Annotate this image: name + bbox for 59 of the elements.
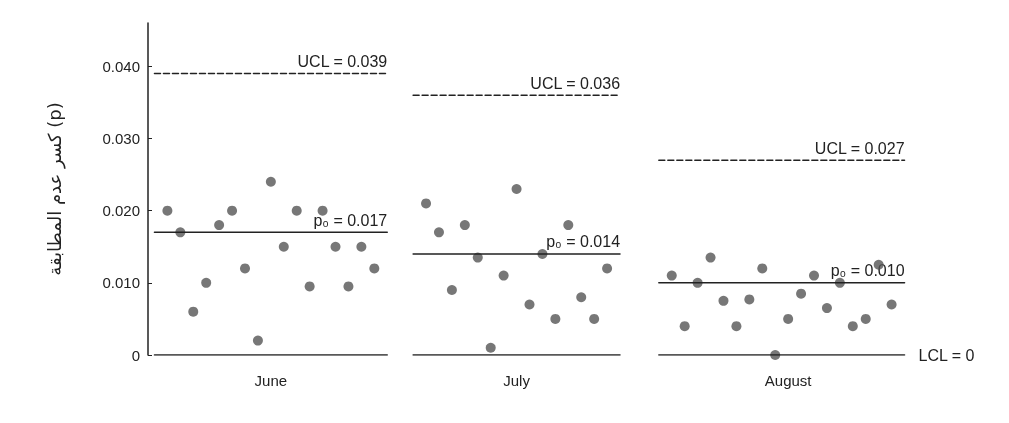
point — [252, 335, 263, 346]
annotation: UCL = 0.036 — [530, 74, 621, 92]
point — [589, 313, 600, 324]
point — [317, 205, 328, 216]
point — [162, 205, 173, 216]
point — [809, 270, 820, 281]
x-tick-label: June — [254, 372, 288, 389]
point — [679, 321, 690, 332]
y-tick-label: 0.040 — [102, 57, 140, 75]
x-tick-label: August — [764, 372, 813, 389]
point — [227, 205, 238, 216]
point — [550, 313, 561, 324]
point — [188, 306, 199, 317]
point — [576, 292, 587, 303]
point — [860, 313, 871, 324]
annotation: UCL = 0.027 — [814, 139, 905, 157]
point — [783, 313, 794, 324]
point — [718, 295, 729, 306]
point — [291, 205, 302, 216]
point — [602, 263, 613, 274]
point — [343, 281, 354, 292]
point — [757, 263, 768, 274]
point — [821, 303, 832, 314]
point — [278, 241, 289, 252]
annotation: p₀ = 0.017 — [313, 211, 388, 229]
y-tick-label: 0.030 — [102, 129, 140, 147]
annotation: p₀ = 0.010 — [830, 262, 905, 280]
annotation: p₀ = 0.014 — [546, 233, 621, 251]
annotation: UCL = 0.039 — [297, 53, 388, 71]
point — [524, 299, 535, 310]
point — [796, 288, 807, 299]
point — [847, 321, 858, 332]
y-axis-title: كسر عدم المطابقة (p) — [43, 102, 66, 276]
point — [563, 220, 574, 231]
point — [240, 263, 250, 274]
point — [330, 241, 341, 252]
y-tick-label: 0.010 — [102, 274, 140, 292]
text: LCL = 0 — [918, 346, 975, 364]
point — [705, 252, 716, 263]
point — [356, 241, 367, 252]
point — [433, 227, 444, 238]
point — [498, 270, 509, 281]
point — [485, 342, 496, 353]
point — [666, 270, 677, 281]
point — [446, 285, 457, 296]
point — [511, 184, 522, 194]
point — [459, 220, 470, 231]
y-tick-label: 0.020 — [102, 202, 140, 220]
point — [304, 281, 315, 292]
point — [421, 198, 432, 209]
point — [369, 263, 380, 274]
point — [744, 294, 755, 305]
point — [201, 277, 212, 288]
x-tick-label: July — [503, 372, 531, 389]
point — [265, 176, 276, 187]
y-tick-label: 0 — [131, 346, 140, 364]
point — [731, 321, 742, 332]
point — [214, 220, 225, 231]
point — [886, 299, 897, 310]
